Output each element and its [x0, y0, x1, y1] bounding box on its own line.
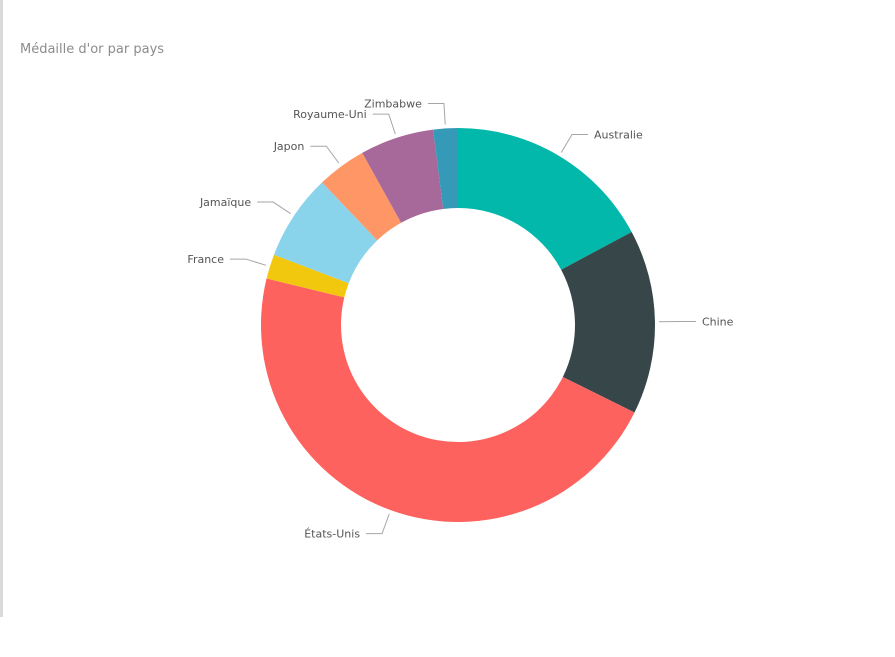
- donut-slice-france[interactable]: [266, 254, 349, 298]
- donut-slice-royaume-uni[interactable]: [362, 129, 444, 223]
- leader-line-australie: [560, 134, 589, 153]
- leader-line-zimbabwe: [427, 102, 446, 125]
- leader-line-france: [230, 258, 267, 266]
- slice-label-jamaique: Jamaïque: [199, 196, 251, 209]
- donut-slice-australie[interactable]: [458, 128, 632, 270]
- slice-label-chine: Chine: [702, 315, 734, 328]
- slice-label-france: France: [187, 253, 224, 266]
- donut-slice-japon[interactable]: [322, 152, 402, 241]
- donut-slices: [261, 128, 655, 522]
- slice-label-royaume-uni: Royaume-Uni: [293, 108, 367, 121]
- leader-line-etats-unis: [366, 513, 390, 535]
- leader-line-japon: [310, 145, 340, 164]
- donut-labels: Australie Chine États-Unis France Jamaïque Ja…: [187, 97, 733, 540]
- slice-label-zimbabwe: Zimbabwe: [364, 97, 422, 110]
- donut-slice-jamaique[interactable]: [273, 182, 378, 284]
- donut-slice-etats-unis[interactable]: [261, 278, 635, 522]
- chart-title: Médaille d'or par pays: [20, 42, 165, 57]
- slice-label-etats-unis: États-Unis: [304, 528, 360, 541]
- slice-label-japon: Japon: [273, 140, 305, 153]
- slice-label-australie: Australie: [594, 129, 643, 142]
- donut-leader-lines: [230, 102, 696, 535]
- chart-visual-frame: [0, 0, 3, 617]
- donut-slice-chine[interactable]: [561, 231, 655, 413]
- leader-line-jamaique: [257, 201, 291, 215]
- leader-line-royaume-uni: [372, 113, 396, 135]
- donut-slice-zimbabwe[interactable]: [433, 128, 458, 209]
